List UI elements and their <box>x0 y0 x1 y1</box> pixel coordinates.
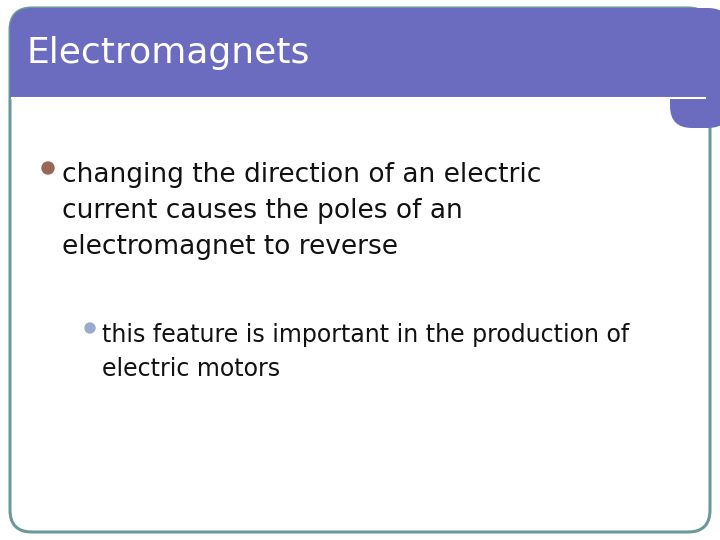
Circle shape <box>85 323 95 333</box>
Circle shape <box>42 162 54 174</box>
FancyBboxPatch shape <box>670 8 720 128</box>
Text: changing the direction of an electric
current causes the poles of an
electromagn: changing the direction of an electric cu… <box>62 162 541 260</box>
FancyBboxPatch shape <box>10 8 710 98</box>
Bar <box>10 30 710 98</box>
FancyBboxPatch shape <box>10 8 710 532</box>
Text: this feature is important in the production of
electric motors: this feature is important in the product… <box>102 323 629 381</box>
Text: Electromagnets: Electromagnets <box>26 36 310 70</box>
